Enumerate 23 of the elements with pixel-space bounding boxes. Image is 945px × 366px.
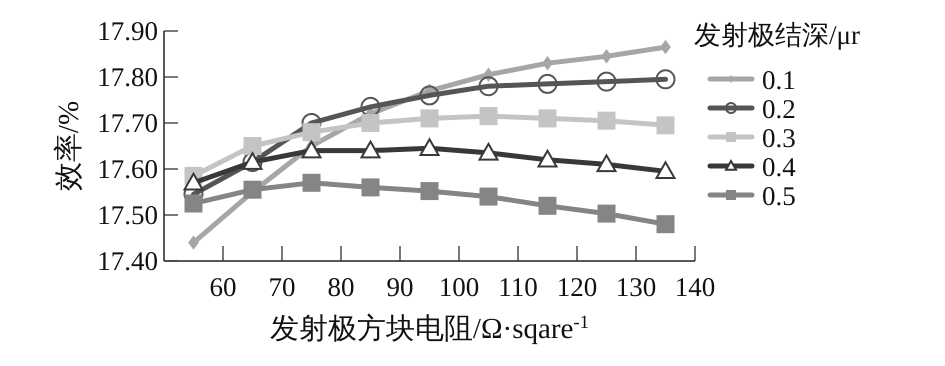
y-tick-label: 17.60 [97, 154, 158, 184]
legend-title: 发射极结深/μr [694, 20, 860, 50]
x-tick-label: 140 [674, 272, 716, 302]
x-tick-label: 70 [268, 272, 296, 302]
legend-label: 0.4 [762, 152, 796, 182]
y-axis-title: 效率/% [53, 100, 85, 192]
y-tick-label: 17.50 [97, 200, 158, 230]
legend-label: 0.5 [762, 181, 796, 211]
x-axis-title: 发射极方块电阻/Ω·sqare$^{-1}$ [270, 312, 590, 345]
x-tick-label: 100 [438, 272, 480, 302]
legend-label: 0.2 [762, 94, 796, 124]
x-tick-label: 80 [328, 272, 354, 302]
x-tick-label: 110 [498, 272, 538, 302]
y-tick-label: 17.40 [97, 246, 158, 276]
x-tick-label: 90 [386, 272, 414, 302]
legend-label: 0.3 [762, 123, 796, 153]
x-tick-label: 120 [556, 272, 598, 302]
x-tick-label: 130 [616, 272, 656, 302]
x-tick-label: 60 [210, 272, 236, 302]
legend-label: 0.1 [762, 65, 796, 95]
y-tick-label: 17.70 [97, 108, 158, 138]
y-tick-label: 17.80 [97, 62, 158, 92]
y-tick-label: 17.90 [97, 16, 158, 46]
